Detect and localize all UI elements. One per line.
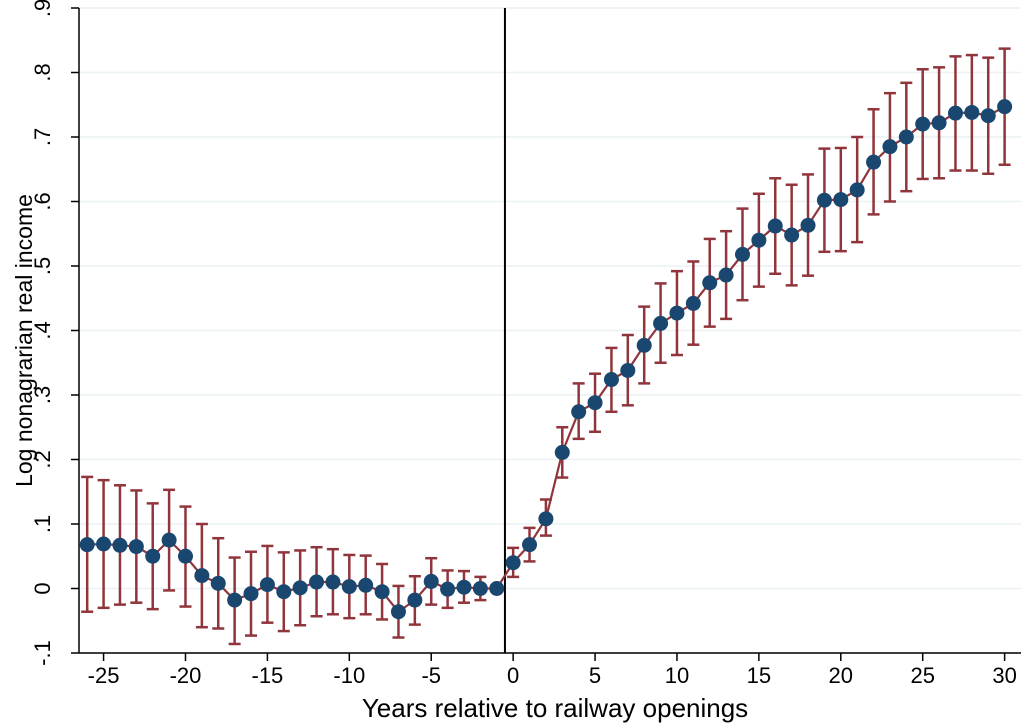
- data-point-56: [997, 99, 1013, 115]
- data-point-40: [734, 246, 750, 262]
- data-point-2: [112, 537, 128, 553]
- data-point-9: [227, 592, 243, 608]
- y-tick-label-0: -.1: [30, 640, 55, 666]
- data-point-11: [259, 577, 275, 593]
- data-point-53: [947, 105, 963, 121]
- x-tick-label-0: -25: [88, 663, 120, 688]
- data-point-25: [489, 581, 505, 596]
- data-point-41: [751, 232, 767, 248]
- data-point-49: [882, 139, 898, 155]
- data-point-21: [423, 573, 439, 589]
- x-tick-label-6: 5: [589, 663, 601, 688]
- x-tick-label-8: 15: [747, 663, 771, 688]
- data-point-34: [636, 337, 652, 353]
- data-point-24: [472, 581, 488, 596]
- data-point-1: [96, 536, 112, 552]
- data-point-54: [964, 104, 980, 120]
- data-point-12: [276, 584, 292, 600]
- data-point-8: [210, 575, 226, 591]
- data-point-48: [866, 154, 882, 170]
- data-point-4: [145, 548, 161, 564]
- data-point-35: [653, 315, 669, 331]
- y-tick-label-5: .4: [30, 321, 55, 339]
- data-point-55: [980, 108, 996, 124]
- gridlines: [79, 7, 1021, 654]
- y-tick-label-1: 0: [30, 582, 55, 594]
- data-point-44: [800, 217, 816, 233]
- confidence-intervals: [81, 47, 1011, 646]
- data-point-38: [702, 275, 718, 291]
- y-tick-label-6: .5: [30, 257, 55, 275]
- x-tick-label-9: 20: [829, 663, 853, 688]
- data-point-33: [620, 362, 636, 378]
- x-tick-label-11: 30: [992, 663, 1016, 688]
- point-markers: [79, 99, 1013, 620]
- y-tick-label-9: .8: [30, 63, 55, 81]
- data-point-3: [128, 539, 144, 555]
- data-point-50: [898, 129, 914, 145]
- data-point-7: [194, 568, 210, 584]
- data-point-36: [669, 305, 685, 321]
- data-point-23: [456, 579, 472, 595]
- x-tick-label-5: 0: [507, 663, 519, 688]
- data-point-27: [522, 537, 538, 553]
- data-point-18: [374, 584, 390, 600]
- x-tick-label-4: -5: [421, 663, 441, 688]
- data-point-37: [685, 295, 701, 311]
- x-tick-labels: -25 -20 -15 -10 -5 0 5 10 15 20 25 30: [88, 663, 1017, 688]
- data-point-0: [79, 537, 95, 553]
- data-point-6: [177, 548, 193, 564]
- data-point-19: [390, 604, 406, 620]
- y-tick-label-8: .7: [30, 128, 55, 146]
- x-tick-label-3: -10: [333, 663, 365, 688]
- x-axis-title: Years relative to railway openings: [362, 693, 748, 723]
- data-point-29: [554, 444, 570, 460]
- y-tick-labels: -.1 0 .1 .2 .3 .4 .5 .6 .7 .8 .9: [30, 0, 55, 666]
- y-tick-label-10: .9: [30, 0, 55, 17]
- axes: [71, 7, 1021, 661]
- y-axis-title: Log nonagrarian real income: [11, 194, 37, 487]
- data-point-30: [571, 404, 587, 420]
- data-point-22: [440, 581, 456, 597]
- data-point-14: [309, 574, 325, 590]
- data-point-39: [718, 267, 734, 283]
- data-point-45: [816, 192, 832, 208]
- data-point-32: [603, 372, 619, 388]
- data-point-10: [243, 586, 259, 602]
- y-tick-label-7: .6: [30, 192, 55, 210]
- data-point-15: [325, 574, 341, 590]
- x-tick-label-1: -20: [170, 663, 202, 688]
- y-tick-label-3: .2: [30, 450, 55, 468]
- data-point-17: [358, 577, 374, 593]
- y-tick-label-2: .1: [30, 515, 55, 533]
- x-tick-label-10: 25: [910, 663, 934, 688]
- data-point-16: [341, 579, 357, 595]
- y-tick-label-4: .3: [30, 386, 55, 404]
- data-point-5: [161, 532, 177, 548]
- data-point-13: [292, 580, 308, 596]
- data-point-51: [915, 116, 931, 132]
- data-point-42: [767, 218, 783, 234]
- x-tick-label-7: 10: [665, 663, 689, 688]
- data-point-46: [833, 192, 849, 208]
- data-point-26: [505, 555, 521, 571]
- data-point-43: [784, 227, 800, 243]
- data-point-20: [407, 592, 423, 608]
- data-point-47: [849, 182, 865, 198]
- data-point-31: [587, 395, 603, 411]
- data-point-28: [538, 511, 554, 527]
- x-tick-label-2: -15: [252, 663, 284, 688]
- data-point-52: [931, 115, 947, 131]
